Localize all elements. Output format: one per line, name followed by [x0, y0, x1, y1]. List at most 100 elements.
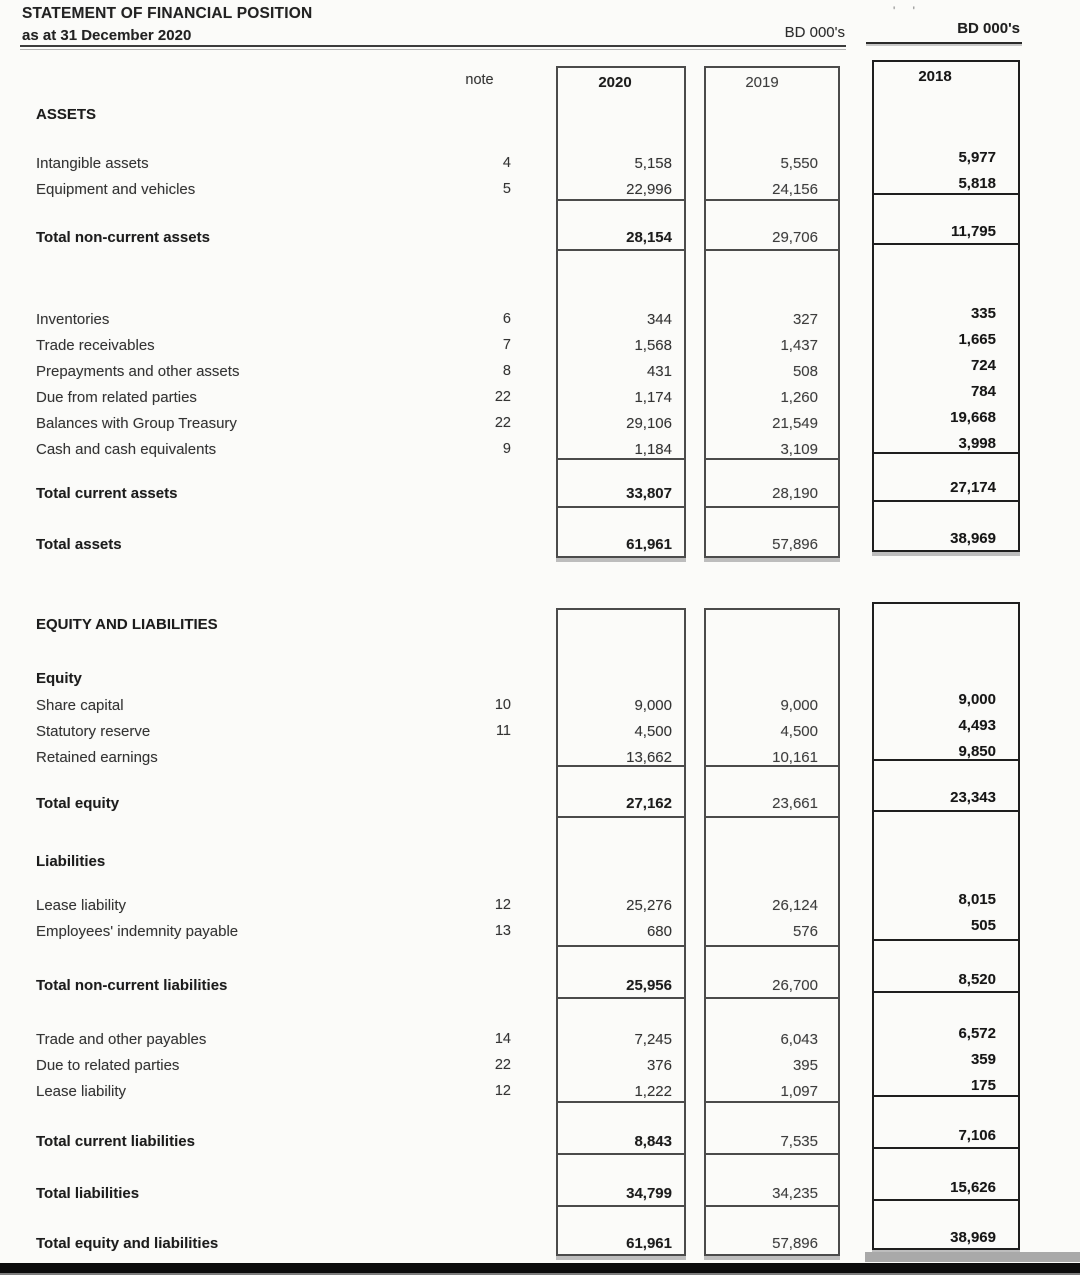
- row-label: Prepayments and other assets: [36, 363, 240, 380]
- column-gap: [515, 723, 556, 749]
- value-2020: 4,500: [556, 723, 686, 749]
- column-gap: [686, 311, 704, 337]
- value-2019: 57,896: [704, 1235, 840, 1256]
- column-gap: [686, 1031, 704, 1057]
- value-2019: 508: [704, 363, 840, 389]
- value-2018: 784: [872, 383, 1020, 409]
- column-gap: [686, 251, 704, 311]
- note-value: 9: [502, 441, 511, 457]
- note-value: [448, 947, 515, 977]
- value-2018: 11,795: [872, 223, 1020, 245]
- column-gap: [686, 999, 704, 1031]
- spacer-row: [0, 245, 1080, 311]
- table-row: Total assets 61,961 57,896 38,969: [0, 530, 1080, 558]
- row-label: Retained earnings: [36, 749, 158, 766]
- footer-bar-edge: [0, 1273, 1080, 1275]
- value-2020: [556, 1207, 686, 1235]
- note-value: [448, 795, 515, 818]
- value-2018: 175: [872, 1077, 1020, 1097]
- table-row: Liabilities: [0, 847, 1080, 897]
- column-gap: [686, 947, 704, 977]
- value-2020: [556, 947, 686, 977]
- table-row: Total equity and liabilities 61,961 57,896…: [0, 1229, 1080, 1256]
- value-2020: 61,961: [556, 1235, 686, 1256]
- value-2020: 344: [556, 311, 686, 337]
- column-gap: [686, 1185, 704, 1207]
- statement-table: ASSETS note 2020 2019 2018 Intangible assets 4…: [0, 60, 1080, 1256]
- note-value: 7: [502, 337, 511, 353]
- value-2019: 28,190: [704, 485, 840, 508]
- column-gap: [515, 389, 556, 415]
- header-rule: [20, 45, 846, 47]
- currency-unit-right-underline: [866, 42, 1022, 44]
- column-gap: [515, 441, 556, 460]
- column-gap: [515, 460, 556, 485]
- value-2020: [556, 853, 686, 897]
- note-value: 10: [494, 697, 511, 713]
- value-2020: 13,662: [556, 749, 686, 767]
- value-2020: [556, 767, 686, 795]
- note-value: 13: [494, 923, 511, 939]
- column-gap: [515, 947, 556, 977]
- value-2019: 327: [704, 311, 840, 337]
- column-gap: [840, 415, 872, 441]
- value-2019: 3,109: [704, 441, 840, 460]
- column-gap: [840, 1103, 872, 1133]
- note-value: [448, 508, 515, 536]
- value-2020: [556, 558, 686, 608]
- spacer-row: [0, 812, 1080, 853]
- column-gap: [515, 536, 556, 558]
- value-2019: 6,043: [704, 1031, 840, 1057]
- column-gap: [840, 485, 872, 508]
- value-2019: [704, 201, 840, 229]
- row-label: Employees' indemnity payable: [36, 923, 239, 940]
- column-gap: [840, 1155, 872, 1185]
- table-row: Due to related parties 22 376 395 359: [0, 1051, 1080, 1083]
- value-2019: [704, 508, 840, 536]
- column-gap: [840, 155, 872, 181]
- row-label: Trade and other payables: [36, 1031, 207, 1048]
- value-2020: [556, 608, 686, 670]
- value-2019: [704, 558, 840, 608]
- column-gap: [686, 795, 704, 818]
- value-2018: 19,668: [872, 409, 1020, 435]
- table-row: Retained earnings 13,662 10,161 9,850: [0, 743, 1080, 767]
- value-2019: [704, 767, 840, 795]
- column-gap: [686, 1057, 704, 1083]
- value-2019: [704, 1207, 840, 1235]
- value-2020: 8,843: [556, 1133, 686, 1155]
- column-gap: [686, 363, 704, 389]
- value-2018: 38,969: [872, 530, 1020, 552]
- column-gap: [840, 1207, 872, 1235]
- column-gap: [686, 558, 704, 608]
- column-gap: [686, 201, 704, 229]
- column-gap: [686, 155, 704, 181]
- value-2018: 5,818: [872, 175, 1020, 195]
- column-gap: [515, 155, 556, 181]
- row-label: Balances with Group Treasury: [36, 415, 237, 432]
- value-2019: 9,000: [704, 697, 840, 723]
- value-2019: 24,156: [704, 181, 840, 201]
- column-gap: [515, 1155, 556, 1185]
- value-2019: 29,706: [704, 229, 840, 251]
- column-gap: [840, 1031, 872, 1057]
- value-2018: [872, 245, 1020, 305]
- scan-shadow-strip: [865, 1252, 1080, 1262]
- column-gap: [686, 670, 704, 697]
- column-gap: [840, 460, 872, 485]
- table-row: Total current assets 33,807 28,190 27,174: [0, 479, 1080, 508]
- column-gap: [686, 389, 704, 415]
- column-gap: [515, 670, 556, 697]
- value-2020: 34,799: [556, 1185, 686, 1207]
- column-gap: [840, 311, 872, 337]
- row-label: [0, 999, 448, 1031]
- spacer-row: [0, 1149, 1080, 1185]
- value-2018: 359: [872, 1051, 1020, 1077]
- column-gap: [686, 1133, 704, 1155]
- row-label: Total non-current liabilities: [36, 977, 228, 994]
- column-gap: [686, 697, 704, 723]
- value-2020: [556, 251, 686, 311]
- row-label: Inventories: [36, 311, 110, 328]
- value-2020: 33,807: [556, 485, 686, 508]
- note-value: [448, 229, 515, 251]
